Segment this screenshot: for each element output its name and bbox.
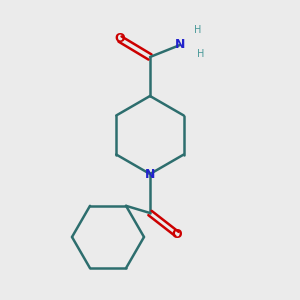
Text: N: N xyxy=(145,167,155,181)
Text: H: H xyxy=(194,25,202,35)
Text: H: H xyxy=(197,49,205,59)
Text: N: N xyxy=(175,38,185,52)
Text: O: O xyxy=(172,227,182,241)
Text: O: O xyxy=(115,32,125,46)
